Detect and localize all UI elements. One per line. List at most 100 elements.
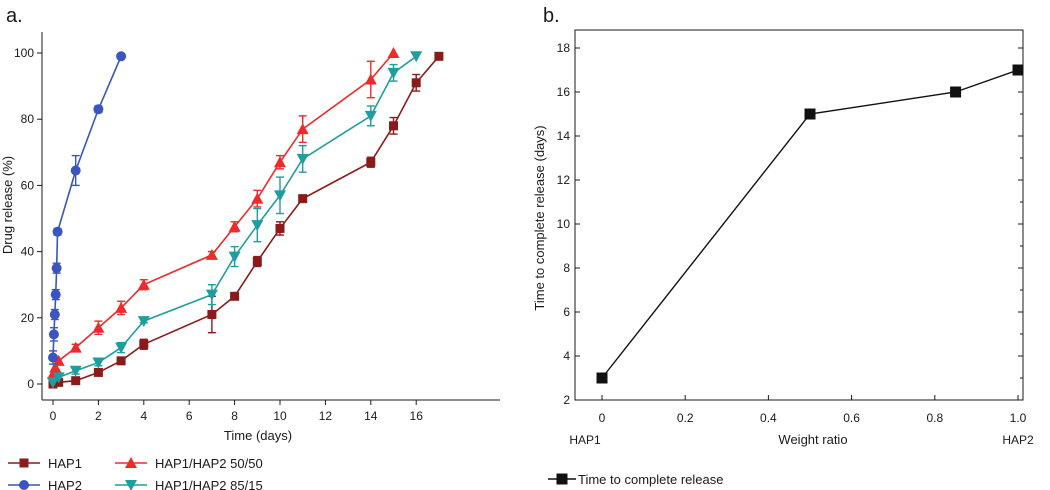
chart-a-data-point [251,220,264,232]
chart-a-data-point [48,352,58,363]
chart-a-data-point [69,341,82,353]
chart-a-data-point [116,356,126,366]
chart-a: Time (days) Drug release (%) 0 2 4 6 8 10 12 14… [0,32,500,443]
chart-a-data-point [115,342,128,354]
chart-a-series-line [52,52,395,375]
chart-a-legend-label: HAP1/HAP2 50/50 [155,456,263,471]
chart-a-data-point [52,354,65,366]
chart-b-x-tick-label: 0.2 [677,411,694,425]
panel-b-label: b. [543,5,560,27]
chart-a-data-point [366,157,376,167]
chart-b-y-tick-label: 6 [563,305,570,319]
chart-a-data-point [252,257,262,267]
chart-a-legend-marker [125,480,137,490]
chart-a-data-point [387,67,400,79]
chart-a-series-hap1-hap2-50-50 [47,47,400,380]
chart-a-data-point [228,251,241,263]
chart-a-series-hap1-hap2-85-15 [47,51,423,389]
chart-a-x-tick-label: 14 [364,409,378,423]
chart-a-series-hap1 [48,51,444,389]
chart-a-data-point [205,289,218,301]
chart-a-legend-label: HAP1 [48,456,82,471]
chart-a-data-point [274,156,286,168]
chart-a-data-point [364,110,377,122]
chart-a-legend-label: HAP2 [48,478,82,490]
chart-a-data-point [296,153,309,165]
chart-a-data-point [92,321,105,333]
chart-a-legend: HAP1 HAP2 HAP1/HAP2 50/50 HAP1/HAP2 85/15 [8,456,263,490]
chart-a-data-point [92,357,105,369]
chart-b-legend-marker [556,473,568,485]
chart-b-y-tick-label: 12 [557,173,571,187]
chart-a-data-point [70,165,81,176]
chart-a-x-tick-label: 16 [410,409,424,423]
chart-a-x-tick-label: 10 [273,409,287,423]
chart-a-data-point [274,190,286,202]
chart-b-y-tick-label: 2 [563,393,570,407]
chart-b-y-tick-label: 8 [563,261,570,275]
chart-b-x-tick-label: 0.6 [843,411,860,425]
chart-a-data-point [51,263,62,274]
chart-a-data-point [69,365,82,377]
chart-a-y-tick-label: 0 [27,377,34,391]
chart-a-data-point [434,51,444,61]
chart-a-data-point [52,226,63,237]
chart-b-data-point [950,86,962,98]
chart-a-y-label: Drug release (%) [0,156,15,254]
chart-a-data-point [115,301,128,313]
chart-a-data-point [251,192,264,204]
chart-b-x-tick-label: 0.4 [760,411,777,425]
chart-a-data-point [410,51,423,63]
chart-b-legend: Time to complete release [548,472,723,487]
chart-a-y-tick-label: 100 [14,46,34,60]
chart-b-x-tick-label: 1.0 [1010,411,1027,425]
chart-a-x-tick-label: 8 [231,409,238,423]
chart-a-legend-marker [19,458,29,468]
chart-b-x-tick-label: 0.8 [926,411,943,425]
chart-a-data-point [389,121,398,131]
chart-a-y-tick-label: 80 [21,112,35,126]
chart-b-y-label: Time to complete release (days) [532,125,547,310]
chart-a-x-tick-label: 0 [50,409,57,423]
chart-b-legend-label: Time to complete release [578,472,723,487]
chart-b-y-tick-label: 14 [557,129,571,143]
chart-a-data-point [116,51,127,62]
chart-a-data-point [47,377,59,389]
chart-a-data-point [71,376,81,386]
panel-a-label: a. [6,5,23,27]
chart-a-data-point [93,367,103,377]
chart-a-data-point [137,278,150,290]
chart-a-data-point [93,104,104,115]
chart-a-data-point [364,73,377,85]
chart-b-x-label: Weight ratio [778,432,847,447]
chart-b-x-end-label-right: HAP2 [1002,433,1034,447]
chart-a-series-line [52,55,417,383]
chart-a-data-point [139,339,149,349]
chart-a-data-point [52,372,65,384]
chart-b: Weight ratio Time to complete release (d… [532,29,1034,447]
chart-b-x-end-label-left: HAP1 [569,433,601,447]
chart-a-series-line [52,55,122,358]
chart-b-y-tick-label: 4 [563,349,570,363]
chart-b-series-line [601,69,1019,379]
chart-a-data-point [275,223,285,233]
chart-b-data-point [804,108,816,120]
chart-a-data-point [411,78,421,88]
chart-a-x-label: Time (days) [224,428,292,443]
chart-a-series-hap2 [48,51,127,365]
chart-a-legend-marker [125,457,137,468]
chart-a-data-point [230,291,240,301]
chart-b-series-time-to-complete-release [596,64,1024,384]
chart-a-data-point [296,123,309,135]
chart-a-data-point [50,289,61,300]
chart-b-x-tick-label: 0 [599,411,606,425]
chart-b-data-point [596,372,608,384]
chart-b-data-point [1012,64,1024,76]
chart-a-data-point [228,220,241,232]
chart-a-legend-marker [19,480,29,490]
chart-b-y-tick-label: 18 [557,41,571,55]
chart-a-x-tick-label: 6 [186,409,193,423]
chart-a-data-point [205,248,218,260]
chart-a-x-tick-label: 4 [140,409,147,423]
chart-a-data-point [207,309,217,319]
